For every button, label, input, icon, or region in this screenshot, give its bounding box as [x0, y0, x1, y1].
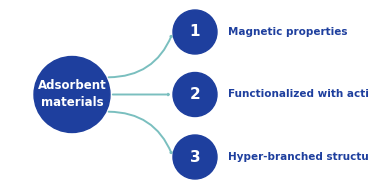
- FancyArrowPatch shape: [113, 94, 169, 95]
- Text: Functionalized with active groups: Functionalized with active groups: [228, 90, 369, 99]
- Circle shape: [173, 10, 217, 54]
- Circle shape: [34, 57, 110, 132]
- Circle shape: [173, 135, 217, 179]
- Text: 2: 2: [190, 87, 200, 102]
- FancyArrowPatch shape: [108, 112, 172, 153]
- Text: 3: 3: [190, 149, 200, 164]
- Circle shape: [173, 73, 217, 116]
- Text: Adsorbent
materials: Adsorbent materials: [38, 80, 106, 109]
- Text: Magnetic properties: Magnetic properties: [228, 27, 348, 37]
- Text: 1: 1: [190, 25, 200, 40]
- Text: Hyper-branched structure: Hyper-branched structure: [228, 152, 369, 162]
- FancyArrowPatch shape: [108, 36, 172, 77]
